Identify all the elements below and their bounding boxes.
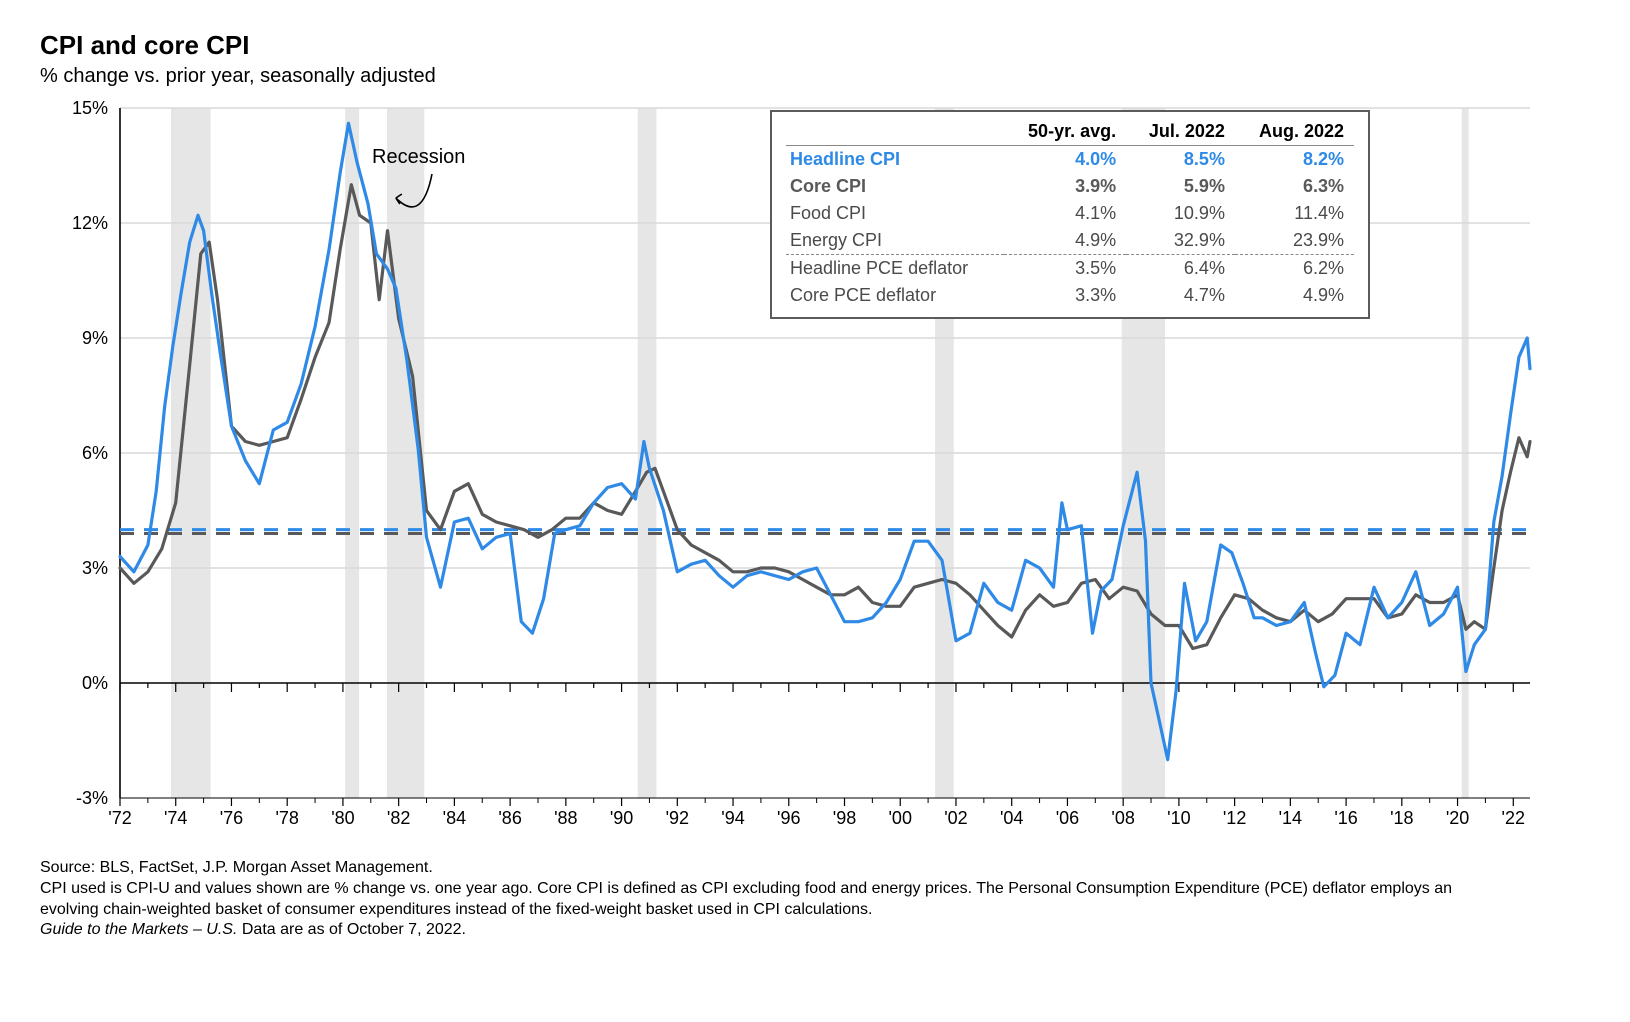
svg-text:'08: '08 xyxy=(1111,808,1134,828)
svg-text:'88: '88 xyxy=(554,808,577,828)
svg-text:'80: '80 xyxy=(331,808,354,828)
chart-title: CPI and core CPI xyxy=(40,30,1550,61)
table-cell: 6.3% xyxy=(1235,173,1354,200)
svg-text:'12: '12 xyxy=(1223,808,1246,828)
svg-text:'96: '96 xyxy=(777,808,800,828)
svg-text:0%: 0% xyxy=(82,673,108,693)
svg-text:9%: 9% xyxy=(82,328,108,348)
table-row: Headline CPI4.0%8.5%8.2% xyxy=(786,146,1354,174)
table-cell: 4.9% xyxy=(1004,227,1126,255)
table-header: 50-yr. avg. xyxy=(1004,118,1126,146)
table-cell: 23.9% xyxy=(1235,227,1354,255)
table-row-label: Energy CPI xyxy=(786,227,1004,255)
svg-text:'94: '94 xyxy=(721,808,744,828)
svg-text:-3%: -3% xyxy=(76,788,108,808)
svg-text:'72: '72 xyxy=(108,808,131,828)
chart-area: -3% 0% 3% 6% 9% 12% 15% '72 '74 '76 '78 '80 '82 '84 '8… xyxy=(50,98,1550,848)
svg-text:'74: '74 xyxy=(164,808,187,828)
table-cell: 6.2% xyxy=(1235,255,1354,283)
svg-text:'84: '84 xyxy=(443,808,466,828)
svg-text:'18: '18 xyxy=(1390,808,1413,828)
table-header: Aug. 2022 xyxy=(1235,118,1354,146)
table-cell: 32.9% xyxy=(1126,227,1235,255)
table-cell: 5.9% xyxy=(1126,173,1235,200)
svg-text:'10: '10 xyxy=(1167,808,1190,828)
table-cell: 10.9% xyxy=(1126,200,1235,227)
table-row-label: Headline PCE deflator xyxy=(786,255,1004,283)
svg-text:'22: '22 xyxy=(1502,808,1525,828)
table-cell: 8.5% xyxy=(1126,146,1235,174)
svg-text:'16: '16 xyxy=(1334,808,1357,828)
table-row: Food CPI4.1%10.9%11.4% xyxy=(786,200,1354,227)
table-cell: 3.3% xyxy=(1004,282,1126,309)
recession-annotation: Recession xyxy=(372,146,465,169)
footnote-desc: CPI used is CPI-U and values shown are %… xyxy=(40,879,1500,921)
chart-subtitle: % change vs. prior year, seasonally adju… xyxy=(40,65,1550,88)
table-cell: 4.9% xyxy=(1235,282,1354,309)
svg-text:3%: 3% xyxy=(82,558,108,578)
svg-text:'86: '86 xyxy=(498,808,521,828)
svg-text:'76: '76 xyxy=(220,808,243,828)
table-cell: 6.4% xyxy=(1126,255,1235,283)
table-row: Energy CPI4.9%32.9%23.9% xyxy=(786,227,1354,255)
svg-text:'82: '82 xyxy=(387,808,410,828)
svg-text:6%: 6% xyxy=(82,443,108,463)
table-header xyxy=(786,118,1004,146)
table-cell: 11.4% xyxy=(1235,200,1354,227)
svg-text:'06: '06 xyxy=(1056,808,1079,828)
table-cell: 3.5% xyxy=(1004,255,1126,283)
table-row-label: Food CPI xyxy=(786,200,1004,227)
svg-text:15%: 15% xyxy=(72,98,108,118)
svg-text:'98: '98 xyxy=(833,808,856,828)
svg-text:'90: '90 xyxy=(610,808,633,828)
table-row-label: Core PCE deflator xyxy=(786,282,1004,309)
svg-text:'20: '20 xyxy=(1446,808,1469,828)
svg-text:'02: '02 xyxy=(944,808,967,828)
summary-table: 50-yr. avg.Jul. 2022Aug. 2022 Headline C… xyxy=(770,110,1370,319)
table-cell: 4.7% xyxy=(1126,282,1235,309)
svg-text:'92: '92 xyxy=(666,808,689,828)
recession-annotation-label: Recession xyxy=(372,146,465,168)
footnote-guide: Guide to the Markets – U.S. xyxy=(40,921,237,938)
table-row-label: Core CPI xyxy=(786,173,1004,200)
svg-text:'00: '00 xyxy=(889,808,912,828)
table-row: Core PCE deflator3.3%4.7%4.9% xyxy=(786,282,1354,309)
page: CPI and core CPI % change vs. prior year… xyxy=(0,0,1630,1022)
footnote: Source: BLS, FactSet, J.P. Morgan Asset … xyxy=(40,858,1500,941)
table-row-label: Headline CPI xyxy=(786,146,1004,174)
svg-text:'78: '78 xyxy=(275,808,298,828)
table-cell: 4.0% xyxy=(1004,146,1126,174)
table-row: Headline PCE deflator3.5%6.4%6.2% xyxy=(786,255,1354,283)
table-header: Jul. 2022 xyxy=(1126,118,1235,146)
svg-text:'04: '04 xyxy=(1000,808,1023,828)
svg-text:'14: '14 xyxy=(1279,808,1302,828)
table-cell: 8.2% xyxy=(1235,146,1354,174)
table-cell: 4.1% xyxy=(1004,200,1126,227)
footnote-asof: Guide to the Markets – U.S. Data are as … xyxy=(40,920,1500,941)
table-row: Core CPI3.9%5.9%6.3% xyxy=(786,173,1354,200)
footnote-source: Source: BLS, FactSet, J.P. Morgan Asset … xyxy=(40,858,1500,879)
table-cell: 3.9% xyxy=(1004,173,1126,200)
svg-text:12%: 12% xyxy=(72,213,108,233)
